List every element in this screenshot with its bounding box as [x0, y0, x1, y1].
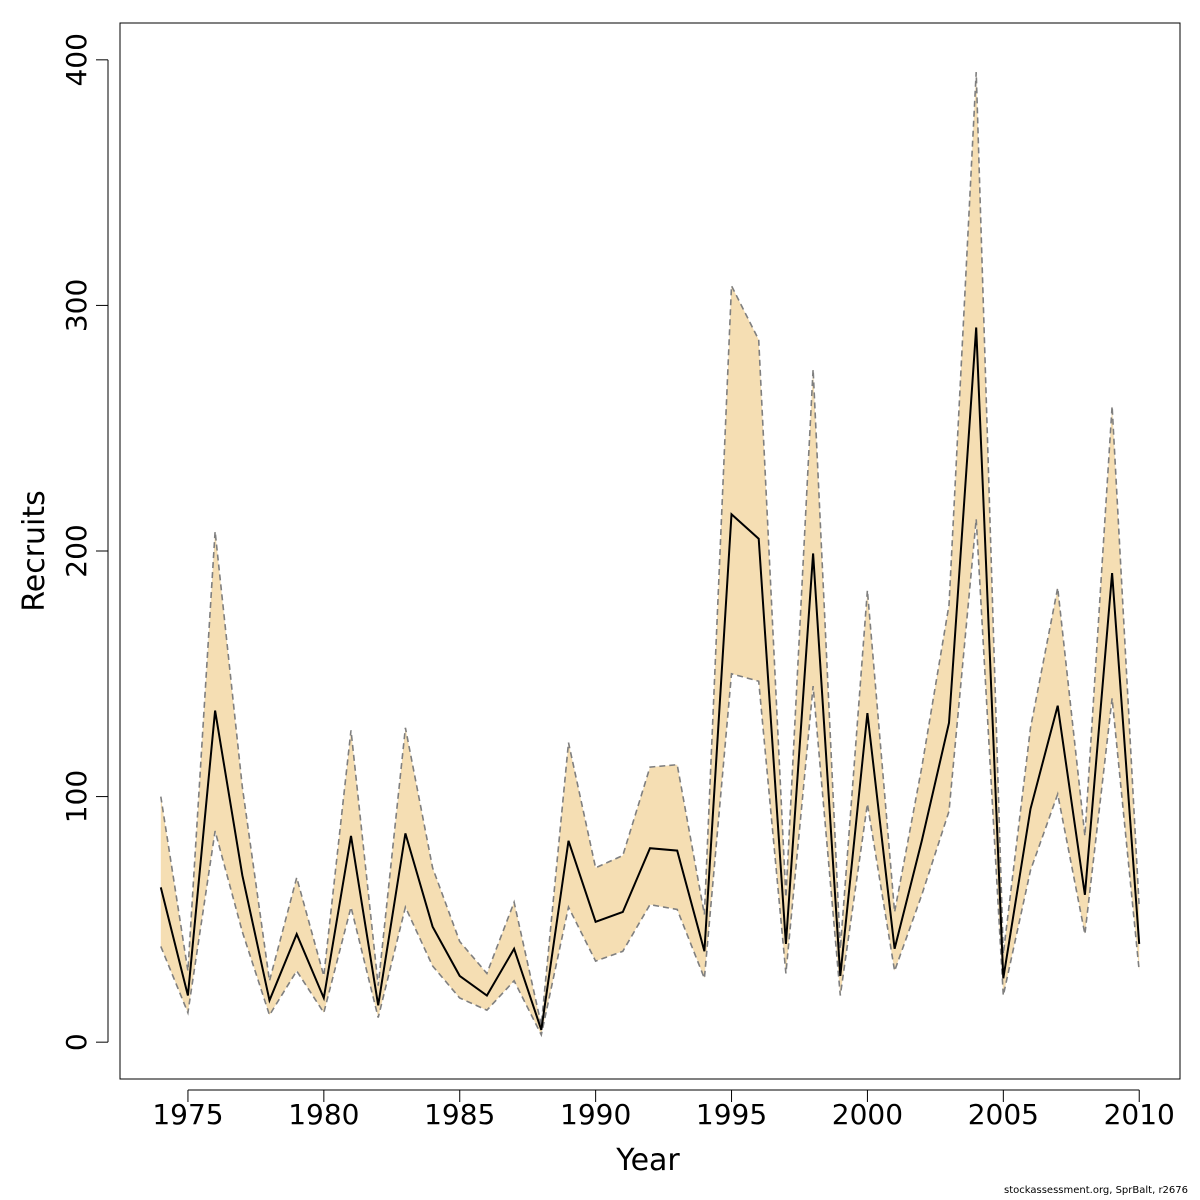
y-tick-label-0: 0	[60, 1033, 93, 1051]
estimate-line	[159, 327, 1141, 1031]
y-axis-title: Recruits	[17, 490, 52, 612]
x-tick-label-2010: 2010	[1104, 1098, 1175, 1131]
y-tick-label-300: 300	[60, 279, 93, 332]
credit-text: stockassessment.org, SprBalt, r2676	[1004, 1185, 1188, 1196]
y-tick-label-100: 100	[60, 770, 93, 823]
upper-bound-line	[160, 72, 1140, 1026]
x-tick-label-2000: 2000	[832, 1098, 903, 1131]
x-axis-title: Year	[615, 1143, 680, 1178]
y-axis: 0 100 200 300 400	[60, 33, 109, 1051]
x-tick-label-1985: 1985	[424, 1098, 495, 1131]
y-tick-label-400: 400	[60, 33, 93, 86]
plot-frame	[119, 22, 1181, 1080]
x-axis: 1975 1980 1985 1990 1995 2000 2005 2010	[152, 1089, 1175, 1131]
x-tick-label-2005: 2005	[968, 1098, 1039, 1131]
y-tick-label-200: 200	[60, 524, 93, 577]
x-tick-label-1995: 1995	[696, 1098, 767, 1131]
x-tick-label-1975: 1975	[152, 1098, 223, 1131]
x-tick-label-1980: 1980	[288, 1098, 359, 1131]
confidence-band	[160, 72, 1140, 1035]
x-tick-label-1990: 1990	[560, 1098, 631, 1131]
